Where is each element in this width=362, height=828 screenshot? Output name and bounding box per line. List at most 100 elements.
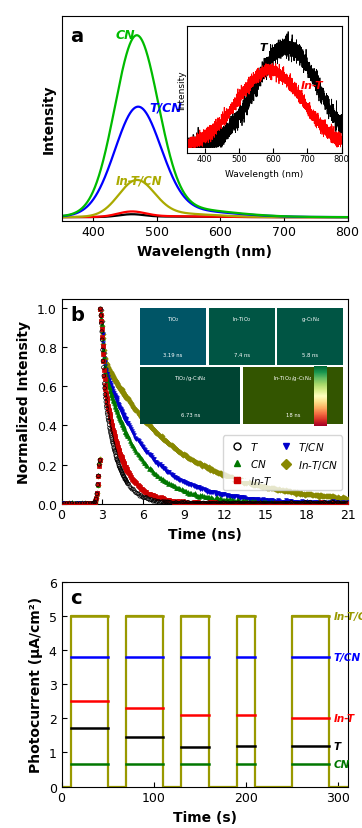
Point [232,490,238,503]
Point [292,498,298,511]
Point [116,381,122,394]
Point [158,431,164,444]
Point [226,470,232,484]
Point [95,479,101,492]
Point [274,498,280,511]
Point [153,455,159,469]
Point [109,434,115,447]
Point [307,489,313,502]
Point [116,381,122,394]
Point [175,473,181,486]
Point [123,391,129,404]
Point [211,497,216,510]
Point [294,498,300,511]
Point [308,498,314,511]
Point [149,464,155,477]
Point [194,457,200,470]
Point [325,497,331,510]
Point [149,450,155,464]
Point [258,479,264,493]
Point [303,488,309,501]
Point [82,497,88,510]
Point [323,490,328,503]
Point [125,416,131,430]
Point [144,488,150,501]
Point [199,484,205,497]
Point [305,497,311,510]
Point [229,490,235,503]
Point [102,392,108,405]
Point [250,498,256,511]
Point [98,303,104,316]
Text: In-T/CN: In-T/CN [115,175,162,188]
Point [91,498,97,511]
Point [275,493,281,507]
Point [190,497,195,510]
Point [105,402,111,416]
Point [101,362,106,375]
Point [345,496,350,509]
Point [61,498,67,511]
Point [287,485,293,498]
Point [103,357,109,370]
Point [231,498,237,511]
Point [321,496,327,509]
Point [92,495,98,508]
Point [196,480,202,493]
Point [104,407,110,420]
Point [201,497,206,510]
Point [251,479,257,492]
Point [93,493,99,506]
Point [138,438,144,451]
Point [304,497,310,510]
Point [306,497,312,510]
Point [123,415,129,428]
Point [340,498,346,511]
Point [101,351,107,364]
Point [164,436,170,450]
Point [218,498,224,511]
Point [114,394,120,407]
Point [273,495,279,508]
Point [156,459,161,472]
Point [160,432,166,445]
Point [268,494,273,508]
Point [335,497,341,510]
Point [116,401,122,414]
Point [316,490,322,503]
Point [256,497,261,510]
Point [279,498,285,511]
Point [101,363,107,377]
Point [335,497,341,510]
Point [223,469,228,482]
Point [240,492,246,505]
Point [120,408,126,421]
Point [110,436,115,449]
Point [170,479,176,492]
Point [169,469,174,482]
Point [192,455,198,469]
Point [184,476,190,489]
Point [105,397,110,410]
Point [344,497,349,510]
Point [253,479,259,492]
Point [305,498,311,511]
Point [118,383,124,397]
Point [206,491,212,504]
Point [291,495,296,508]
Point [102,363,108,376]
Point [262,493,268,507]
Point [274,484,280,497]
Point [275,484,281,497]
Point [120,419,126,432]
Point [163,475,169,489]
Point [314,489,320,502]
Point [136,449,142,462]
Point [216,493,222,507]
Point [111,395,117,408]
Point [102,351,108,364]
Point [174,498,180,511]
Y-axis label: Intensity: Intensity [42,84,56,154]
Point [177,474,183,487]
Point [284,496,290,509]
